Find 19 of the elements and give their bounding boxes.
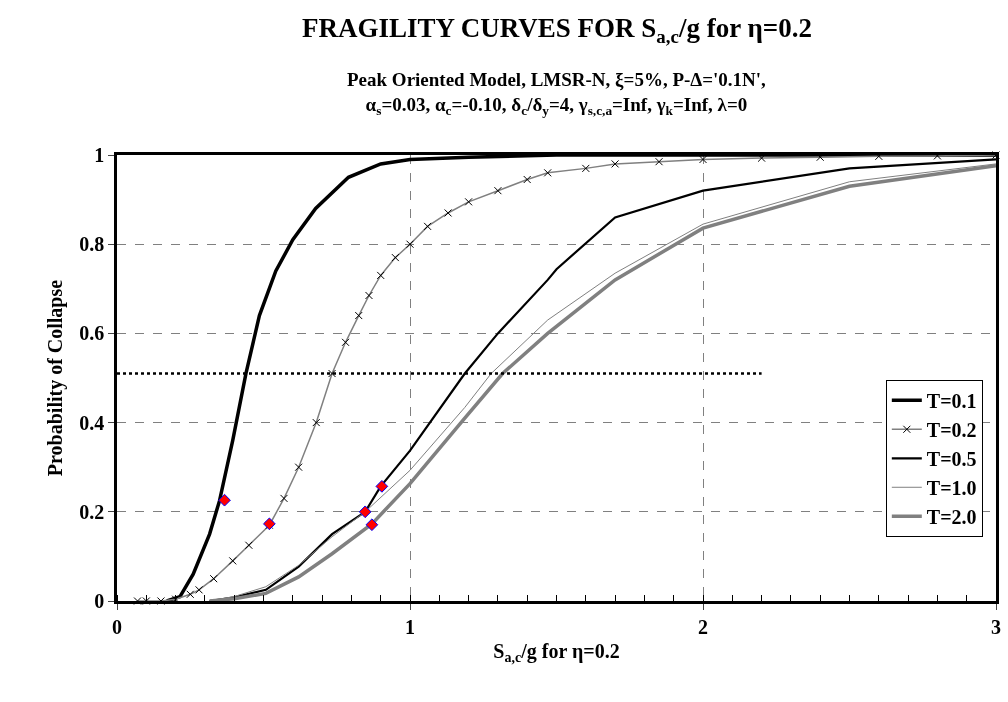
y-tick-label: 0.6 <box>79 322 105 345</box>
legend-label: T=0.1 <box>926 390 977 413</box>
chart-title: FRAGILITY CURVES FOR S$_{a,c}$/g for η=0.2 <box>302 13 812 47</box>
x-tick-label: 1 <box>405 615 415 638</box>
x-axis-title: S$_{a,c}$/g for η=0.2 <box>493 640 620 666</box>
y-tick-label: 0.4 <box>79 411 105 434</box>
x-tick-label: 0 <box>112 615 122 638</box>
text: Peak Oriented Model, LMSR-N, ξ=5%, P-Δ='0.1N', α$_{s}$=0.03, α$_{c}$=-0.10, δ$_{c}$/δ$_{y}$=4, γ$_{s,c,a}$=Inf, γ$_{k}$=Inf, λ=0 <box>347 69 766 118</box>
y-tick-label: 0.2 <box>79 500 105 523</box>
x-tick-label: 3 <box>991 615 1001 638</box>
legend-label: T=1.0 <box>926 477 977 500</box>
x-tick-label: 2 <box>698 615 708 638</box>
y-tick-label: 0.8 <box>79 233 105 256</box>
legend-label: T=2.0 <box>926 506 977 529</box>
y-axis-title: Probability of Collapse <box>43 279 67 477</box>
y-tick-label: 0 <box>94 590 105 612</box>
legend-label: T=0.2 <box>926 419 977 442</box>
y-tick-label: 1 <box>94 144 105 166</box>
legend-label: T=0.5 <box>926 448 977 471</box>
